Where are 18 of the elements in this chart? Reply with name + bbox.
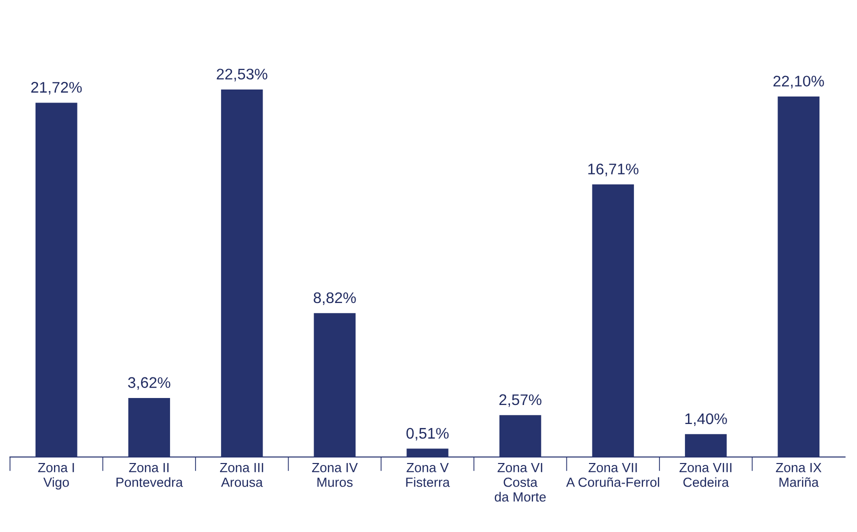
x-tick-label: Zona II Pontevedra [116, 463, 183, 487]
data-label: 2,57% [499, 394, 542, 407]
data-label: 21,72% [31, 82, 82, 95]
x-tick-label: Zona IX Mariña [776, 463, 822, 487]
x-tick-label: Zona VIII Cedeira [679, 463, 732, 487]
data-label: 3,62% [128, 377, 170, 390]
x-tick-label: Zona IV Muros [312, 463, 358, 487]
x-tick-label: Zona I Vigo [38, 463, 74, 490]
data-label: 1,40% [685, 413, 727, 426]
data-label: 22,53% [216, 68, 268, 82]
x-tick-label: Zona V Fisterra [406, 463, 450, 487]
x-tick-label: Zona III Arousa [220, 463, 264, 487]
data-label: 16,71% [588, 164, 638, 176]
x-tick-label: Zona VII A Coruña-Ferrol [566, 463, 660, 487]
data-label: 8,82% [314, 292, 356, 305]
data-label: 0,51% [406, 428, 449, 441]
x-tick-label: Zona VI Costa da Morte [494, 463, 546, 502]
data-label: 22,10% [773, 76, 824, 88]
